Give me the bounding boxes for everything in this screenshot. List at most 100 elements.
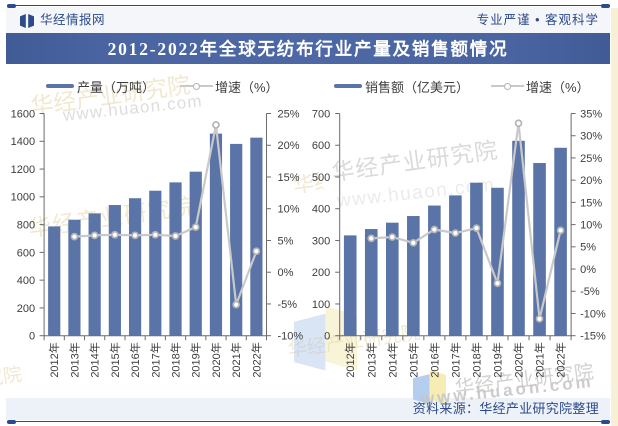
right-axis-label: -5% [580,286,600,298]
right-axis-label: 15% [580,197,602,209]
left-axis-label: 200 [17,303,35,315]
bar-2015 [108,205,121,336]
x-axis-label: 2012年 [47,342,61,377]
x-axis-label: 2014年 [385,342,399,377]
left-axis-label: 800 [17,220,35,232]
header-bar [6,7,610,33]
left-axis-label: 600 [17,247,35,259]
sales-chart: 700 600 500 400 300 200 100 0 35% 30% 25% 20% 15% 10%… [312,108,606,377]
x-axis-label: 2021年 [229,342,243,377]
top-divider-right-cap [601,3,610,8]
huajing-logo-icon [20,13,34,28]
bar-2014 [88,213,101,336]
left-axis-label: 1200 [11,164,35,176]
right-axis-label: 0% [278,267,294,279]
x-axis-label: 2021年 [533,342,547,377]
legend-item-sales-growth: 增速（%） [491,79,590,95]
growth-marker-2015 [409,238,418,247]
x-axis-label: 2012年 [343,342,357,377]
x-axis-label: 2013年 [67,342,81,377]
left-axis-label: 0 [29,331,35,343]
left-axis-label: 1000 [11,192,35,204]
bar-2020 [209,133,223,336]
growth-marker-2017 [451,229,460,237]
bar-2013 [364,229,378,336]
bottom-divider-right-cap [601,419,610,424]
legend-item-sales: 销售额（亿美元） [334,79,470,95]
right-axis-label: 5% [580,242,596,254]
legend-line-swatch-marker [504,82,511,90]
x-axis-label: 2020年 [209,342,223,377]
bar-2022 [250,137,263,336]
bar-2012 [48,226,61,336]
growth-marker-2022 [252,247,261,256]
left-axis-label: 400 [17,275,35,287]
right-axis-label: -10% [580,308,606,320]
right-axis-label: -15% [580,331,606,343]
growth-marker-2013 [367,234,376,243]
left-axis-label: 600 [312,140,330,152]
right-axis-label: 0% [580,264,596,276]
legend-line-swatch-marker [193,82,200,90]
x-axis-label: 2017年 [448,342,462,377]
legend-item-production-growth: 增速（%） [180,79,279,95]
right-axis-label: 10% [278,204,300,216]
legend-item-production: 产量（万吨） [46,79,156,95]
growth-marker-2017 [151,230,160,239]
bar-2017 [149,190,162,336]
x-axis-label: 2018年 [169,342,183,377]
bottom-divider-line [7,421,610,423]
growth-marker-2019 [493,279,502,288]
growth-marker-2016 [131,231,139,240]
bar-2022 [554,147,567,336]
right-axis-label: 20% [580,175,602,187]
bar-2021 [230,143,243,336]
bar-2013 [68,219,81,336]
chart-title-banner: 2012-2022年全球无纺布行业产量及销售额情况 [6,33,610,64]
bar-series [48,133,263,336]
legend-sales-growth-swatch [491,79,524,93]
footer-band [6,398,610,420]
left-axis-label: 100 [312,299,330,311]
x-axis-label: 2015年 [406,342,420,377]
top-divider-line [7,5,610,7]
left-axis-label: 1400 [11,136,35,148]
watermark-logo-icon [412,370,446,404]
x-axis-label: 2019年 [189,342,203,377]
x-axis-label: 2022年 [249,342,263,377]
left-axis-label: 400 [312,204,330,216]
growth-marker-2018 [171,232,180,240]
bar-2012 [343,235,357,336]
top-divider-left-cap [7,3,16,8]
x-axis-label: 2019年 [490,342,504,377]
growth-marker-2021 [535,314,544,323]
x-axis-label: 2022年 [554,342,568,377]
bar-2016 [428,205,441,336]
right-axis-label: 25% [580,153,602,165]
x-axis-label: 2015年 [108,342,122,377]
bar-2019 [189,171,202,336]
x-axis-label: 2014年 [88,342,102,377]
growth-marker-2021 [232,300,241,309]
legend-sales-swatch [334,83,362,89]
left-axis-label: 500 [312,172,330,184]
left-axis-label: 0 [324,331,330,343]
page-title: 2012-2022年全球无纺布行业产量及销售额情况 [107,39,509,59]
growth-marker-2014 [388,233,397,241]
legend-production-growth-label: 增速（%） [215,79,279,95]
bar-2014 [385,222,399,336]
right-axis-label: 10% [580,220,602,232]
bar-2017 [449,195,462,336]
growth-line [370,122,562,320]
left-axis-label: 1600 [11,108,35,120]
growth-marker-2014 [90,231,99,240]
legend-production-growth-swatch [180,79,213,93]
legend-sales-label: 销售额（亿美元） [365,79,470,95]
bar-2018 [169,182,182,336]
x-axis-label: 2013年 [364,342,378,377]
right-axis-label: 25% [278,108,300,120]
production-chart: 1600 1400 1200 1000 800 600 400 200 0 25% 20% 15% 10… [11,108,304,377]
legend-production-label: 产量（万吨） [77,79,156,95]
